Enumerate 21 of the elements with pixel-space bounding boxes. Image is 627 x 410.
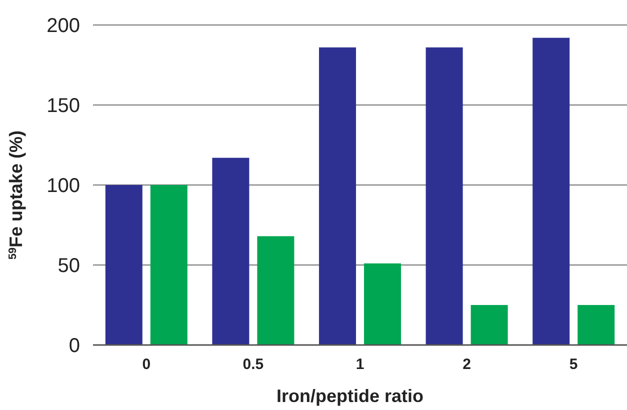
y-tick-label: 100 <box>46 175 80 197</box>
y-tick-label: 200 <box>46 15 80 37</box>
y-tick-label: 50 <box>58 255 80 277</box>
bar <box>470 305 508 345</box>
x-tick-label: 0 <box>142 356 151 373</box>
bar <box>532 38 570 345</box>
bar <box>105 185 142 345</box>
x-tick-label: 5 <box>569 356 578 373</box>
bar <box>257 236 294 345</box>
bar <box>150 185 188 345</box>
y-tick-label: 0 <box>68 335 80 357</box>
y-tick-label: 150 <box>46 95 80 117</box>
bar <box>364 263 401 345</box>
bar <box>319 47 356 345</box>
bar <box>212 158 250 345</box>
bar <box>578 305 615 345</box>
x-tick-label: 2 <box>462 356 471 373</box>
x-axis-title: Iron/peptide ratio <box>276 386 424 406</box>
x-tick-label: 1 <box>356 356 364 373</box>
x-tick-label: 0.5 <box>242 356 264 373</box>
bar <box>426 47 463 345</box>
